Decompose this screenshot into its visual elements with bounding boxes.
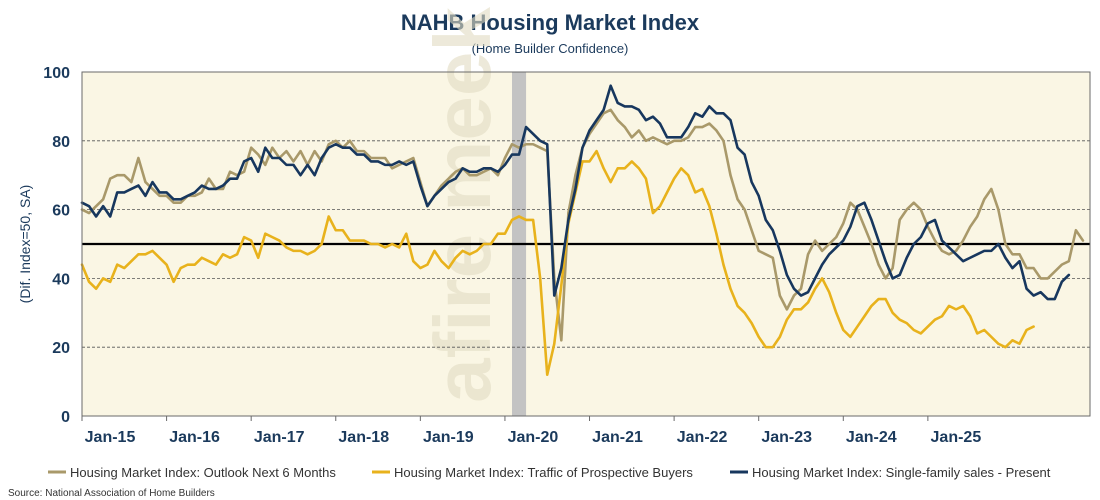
x-tick-label: Jan-22 bbox=[677, 429, 728, 446]
x-tick-label: Jan-17 bbox=[254, 429, 305, 446]
chart-title: NAHB Housing Market Index bbox=[401, 10, 700, 35]
y-tick-label: 100 bbox=[43, 65, 70, 82]
y-tick-label: 0 bbox=[61, 409, 70, 426]
legend: Housing Market Index: Outlook Next 6 Mon… bbox=[48, 465, 1051, 480]
legend-label-1: Housing Market Index: Outlook Next 6 Mon… bbox=[70, 465, 336, 480]
x-tick-label: Jan-15 bbox=[85, 429, 136, 446]
x-tick-label: Jan-21 bbox=[592, 429, 643, 446]
x-tick-label: Jan-24 bbox=[846, 429, 897, 446]
y-tick-label: 40 bbox=[52, 271, 70, 288]
x-tick-label: Jan-16 bbox=[169, 429, 220, 446]
x-tick-label: Jan-25 bbox=[931, 429, 982, 446]
legend-label-3: Housing Market Index: Single-family sale… bbox=[752, 465, 1051, 480]
x-tick-label: Jan-19 bbox=[423, 429, 474, 446]
plot-border bbox=[81, 71, 1091, 417]
y-axis-label: (Dif. Index=50, SA) bbox=[17, 185, 33, 304]
y-tick-label: 60 bbox=[52, 203, 70, 220]
watermark-text: afire meek bbox=[418, 7, 507, 403]
y-axis-ticks: 0 20 40 60 80 100 bbox=[43, 65, 70, 426]
series-line-3 bbox=[80, 84, 1071, 301]
x-tick-label: Jan-23 bbox=[761, 429, 812, 446]
x-axis-ticks: Jan-15 Jan-16 Jan-17 Jan-18 Jan-19 Jan-20 Jan-… bbox=[81, 416, 982, 446]
y-tick-label: 20 bbox=[52, 340, 70, 357]
chart-subtitle: (Home Builder Confidence) bbox=[472, 41, 629, 56]
watermark: afire meek bbox=[418, 7, 507, 403]
legend-label-2: Housing Market Index: Traffic of Prospec… bbox=[394, 465, 693, 480]
x-tick-label: Jan-18 bbox=[338, 429, 389, 446]
x-tick-label: Jan-20 bbox=[508, 429, 559, 446]
series-line-2 bbox=[80, 149, 1035, 377]
source-note: Source: National Association of Home Bui… bbox=[8, 488, 215, 499]
y-tick-label: 80 bbox=[52, 134, 70, 151]
series-group bbox=[80, 84, 1085, 377]
